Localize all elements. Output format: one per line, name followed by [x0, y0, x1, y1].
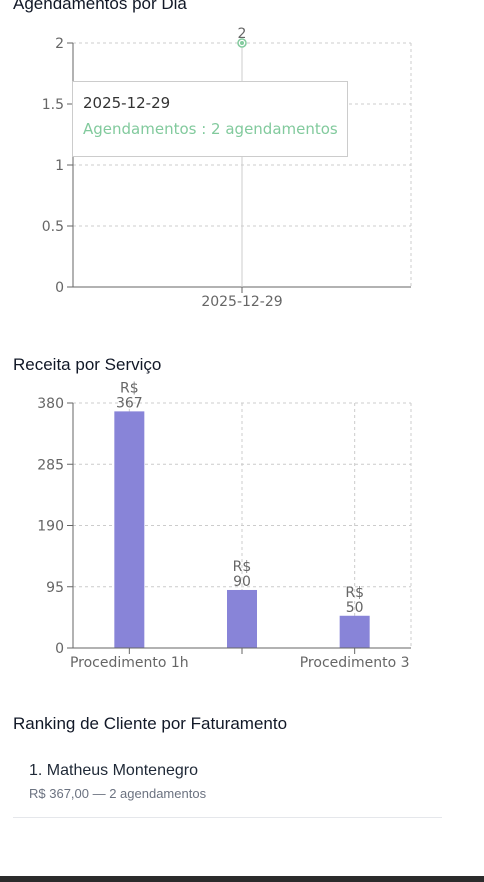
client-revenue-summary: R$ 367,00 — 2 agendamentos	[29, 786, 207, 801]
bar-value-label: 90	[233, 574, 251, 590]
chart-tooltip: 2025-12-29 Agendamentos : 2 agendamentos	[72, 81, 348, 157]
y-tick-label: 380	[37, 396, 64, 412]
y-tick-label: 285	[37, 457, 64, 473]
ranking-list: 1. Matheus Montenegro R$ 367,00 — 2 agen…	[13, 748, 442, 818]
y-tick-label: 2	[55, 36, 64, 52]
bottom-bar	[0, 876, 484, 882]
revenue-chart-title: Receita por Serviço	[13, 355, 162, 374]
bar-value-label: R$	[233, 559, 252, 575]
appointments-line-chart[interactable]: 0 0.5 1 1.5 2 2025-12-29 2	[0, 0, 484, 320]
ranking-item: 1. Matheus Montenegro R$ 367,00 — 2 agen…	[13, 748, 442, 818]
client-name: 1. Matheus Montenegro	[29, 762, 198, 779]
data-point-active	[240, 41, 244, 45]
y-tick-label: 0.5	[42, 219, 64, 235]
appointments-chart-title: Agendamentos por Dia	[13, 0, 187, 13]
bar-value-label: 367	[116, 395, 143, 411]
ranking-title: Ranking de Cliente por Faturamento	[13, 714, 288, 733]
bar	[339, 615, 370, 648]
x-tick-label: 2025-12-29	[201, 294, 282, 310]
bar	[114, 411, 145, 648]
x-tick-label: Procedimento 1h	[70, 655, 189, 671]
y-tick-label: 1	[55, 158, 64, 174]
y-tick-label: 0	[55, 280, 64, 296]
y-tick-label: 95	[46, 580, 64, 596]
tooltip-label: 2025-12-29	[83, 94, 171, 112]
x-tick-label: Procedimento 3	[300, 655, 410, 671]
tooltip-value: Agendamentos : 2 agendamentos	[83, 120, 338, 138]
bar-value-label: 50	[346, 600, 364, 616]
y-tick-label: 1.5	[42, 97, 64, 113]
bar-value-label: R$	[120, 380, 139, 396]
bar-value-label: R$	[345, 585, 364, 601]
bar	[227, 589, 257, 648]
y-tick-label: 190	[37, 519, 64, 535]
y-tick-label: 0	[55, 641, 64, 657]
data-label: 2	[238, 26, 247, 42]
